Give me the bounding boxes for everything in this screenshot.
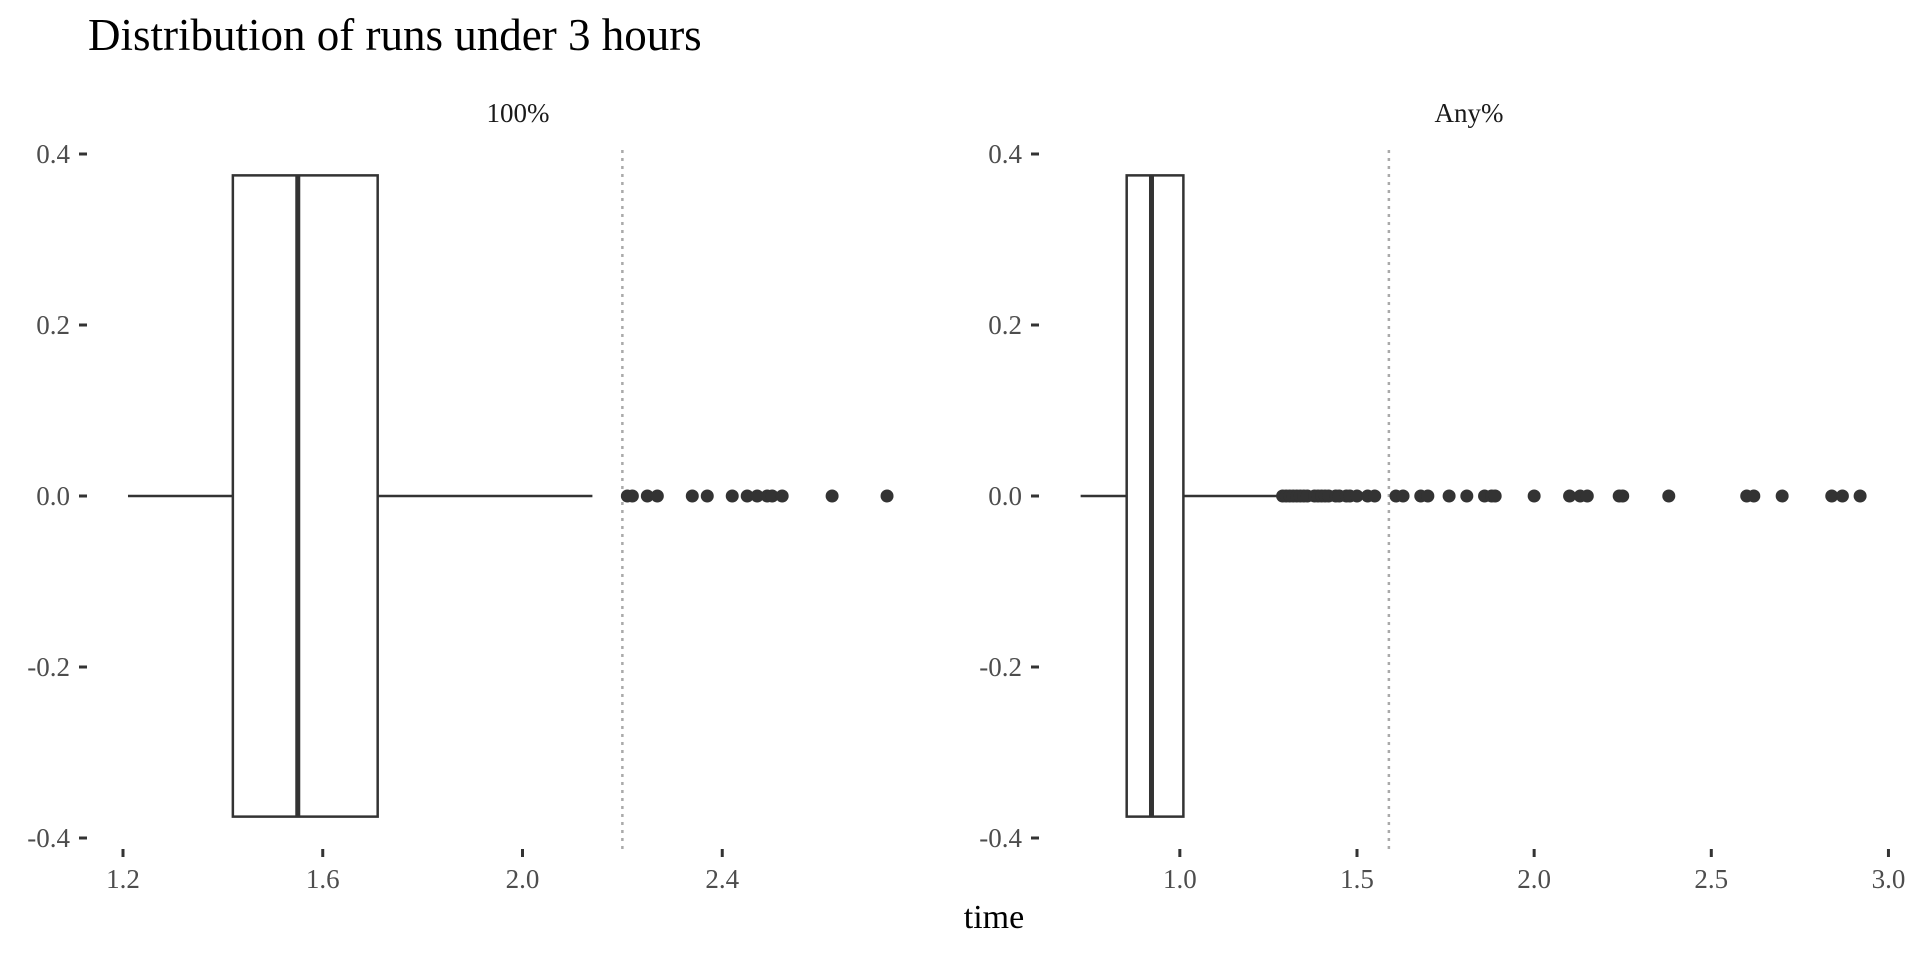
facet-any-outlier-point (1825, 489, 1839, 503)
chart-title: Distribution of runs under 3 hours (88, 10, 702, 60)
facet-100-y-tick-label: 0.4 (36, 139, 70, 169)
facet-100-strip-label: 100% (487, 98, 550, 128)
facet-100-y-tick-label: 0.0 (36, 481, 70, 511)
facet-any-y-tick-label: 0.0 (988, 481, 1022, 511)
facet-any-outlier-point (1835, 489, 1849, 503)
facet-any-outlier-point (1662, 489, 1676, 503)
facet-100-y-tick-label: -0.2 (27, 652, 70, 682)
facet-any-outlier-point (1853, 489, 1867, 503)
facet-any-outlier-point (1421, 489, 1435, 503)
facet-any-outlier-point (1775, 489, 1789, 503)
facet-any-y-tick-label: -0.2 (979, 652, 1022, 682)
facet-any-outlier-point (1350, 489, 1364, 503)
facet-any-outlier-point (1580, 489, 1594, 503)
facet-any-strip-label: Any% (1435, 98, 1504, 128)
facet-100-x-tick-label: 2.4 (705, 864, 739, 894)
facet-100-x-tick-label: 1.6 (306, 864, 340, 894)
facet-100-outlier-point (740, 489, 754, 503)
facet-100-outlier-point (880, 489, 894, 503)
facet-100-outlier-point (825, 489, 839, 503)
facet-any-outlier-point (1616, 489, 1630, 503)
facet-any-outlier-point (1527, 489, 1541, 503)
facet-any-y-tick-label: -0.4 (979, 823, 1022, 853)
facet-any-outlier-point (1368, 489, 1382, 503)
facet-any-outlier-point (1396, 489, 1410, 503)
facet-100-y-tick-label: 0.2 (36, 310, 70, 340)
facet-any-outlier-point (1488, 489, 1502, 503)
facet-100-outlier-point (700, 489, 714, 503)
facet-any-x-tick-label: 2.0 (1517, 864, 1551, 894)
facet-100-outlier-point (750, 489, 764, 503)
facet-100-outlier-point (775, 489, 789, 503)
facet-100-y-tick-label: -0.4 (27, 823, 70, 853)
facet-100-x-tick-label: 1.2 (106, 864, 140, 894)
facet-any-outlier-point (1442, 489, 1456, 503)
facet-any-x-tick-label: 1.0 (1163, 864, 1197, 894)
facet-any-outlier-point (1460, 489, 1474, 503)
facet-any-x-tick-label: 1.5 (1340, 864, 1374, 894)
facet-100-box (231, 174, 379, 818)
facet-any-box (1125, 174, 1185, 818)
facet-100-outlier-point (650, 489, 664, 503)
facet-any-x-tick-label: 2.5 (1694, 864, 1728, 894)
facet-100-outlier-point (640, 489, 654, 503)
facet-any-y-tick-label: 0.2 (988, 310, 1022, 340)
facet-100-outlier-point (765, 489, 779, 503)
facet-any-y-tick-label: 0.4 (988, 139, 1022, 169)
facet-100-outlier-point (685, 489, 699, 503)
facet-any-outlier-point (1747, 489, 1761, 503)
x-axis-title: time (964, 899, 1024, 936)
facet-any-outlier-point (1563, 489, 1577, 503)
facet-100-x-tick-label: 2.0 (506, 864, 540, 894)
facet-any-x-tick-label: 3.0 (1872, 864, 1906, 894)
facet-100-outlier-point (625, 489, 639, 503)
facet-100-outlier-point (725, 489, 739, 503)
